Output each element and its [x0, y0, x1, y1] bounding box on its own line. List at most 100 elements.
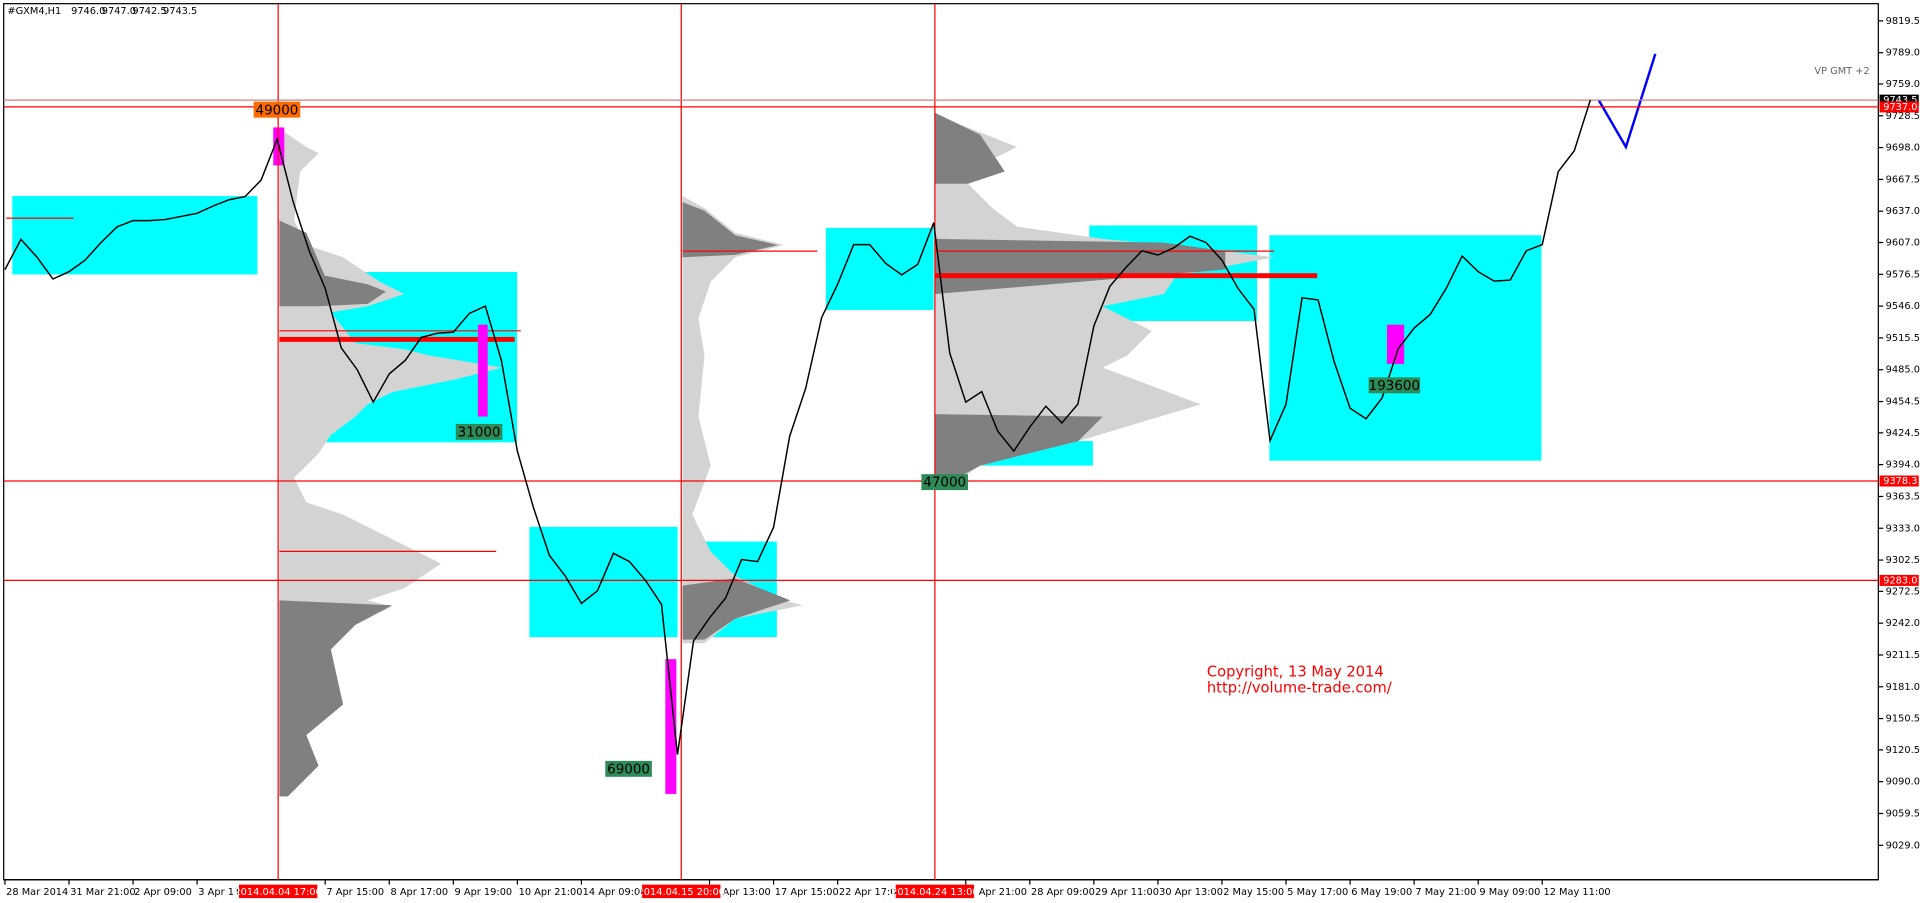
y-tick-label: 9819.5 — [1886, 16, 1920, 27]
x-tick-label: 7 May 21:00 — [1415, 887, 1476, 898]
x-tick-label: 17 Apr 15:00 — [775, 887, 839, 898]
y-tick-label: 9515.5 — [1886, 333, 1920, 344]
y-tick-label: 9181.0 — [1886, 682, 1920, 693]
x-tick-label: 2 Apr 09:00 — [134, 887, 192, 898]
volume-label: 47000 — [923, 475, 966, 491]
y-tick-label: 9150.5 — [1886, 714, 1920, 725]
y-tick-label: 9728.5 — [1886, 111, 1920, 122]
y-tick-label: 9090.0 — [1886, 777, 1920, 788]
volume-label: 31000 — [458, 425, 501, 441]
y-tick-label: 9667.5 — [1886, 174, 1920, 185]
volume-label-bg — [921, 474, 968, 491]
volume-label-bg — [455, 423, 503, 440]
profile-dark — [934, 414, 1103, 491]
x-tick-label: 12 May 11:00 — [1543, 887, 1610, 898]
y-tick-label: 9333.0 — [1886, 523, 1920, 534]
x-tick-label: 3 Apr 11: — [198, 887, 243, 898]
y-tick-label: 9789.0 — [1886, 48, 1920, 59]
level-label-bg — [1879, 101, 1919, 113]
x-tick-label: Apr 21:00 — [979, 887, 1027, 898]
volume-profiles — [279, 112, 1275, 797]
y-tick-label: 9272.5 — [1886, 586, 1920, 597]
climax-bar — [665, 659, 677, 794]
price-line — [4, 99, 1591, 755]
time-marker-bg — [642, 884, 721, 899]
x-tick-label: 14 Apr 09:00 — [583, 887, 647, 898]
profile-dark — [934, 238, 1226, 295]
indicator-label: VP GMT +2 — [1814, 66, 1869, 77]
x-tick-label: 7 Apr 15:00 — [326, 887, 384, 898]
profile — [934, 112, 1275, 491]
profile-dark — [934, 112, 1005, 184]
x-tick-label: Apr 13:00 — [723, 887, 771, 898]
y-tick-label: 9242.0 — [1886, 618, 1920, 629]
y-tick-label: 9576.5 — [1886, 269, 1920, 280]
y-tick-label: 9302.5 — [1886, 555, 1920, 566]
time-marker-label: 2014.04.04 17:00 — [234, 887, 321, 898]
x-tick-label: 30 Apr 13:00 — [1159, 887, 1223, 898]
y-tick-label: 9607.0 — [1886, 238, 1920, 249]
level-label: 9283.0 — [1883, 575, 1917, 586]
y-tick-label: 9637.0 — [1886, 206, 1920, 217]
x-tick-label: 5 May 17:00 — [1287, 887, 1348, 898]
time-marker-bg — [895, 884, 975, 899]
poc — [279, 336, 515, 342]
x-tick-label: 22 Apr 17:00 — [839, 887, 903, 898]
volume-label-bg — [253, 101, 301, 118]
x-tick-label: 29 Apr 11:00 — [1095, 887, 1159, 898]
profile-dark — [279, 600, 393, 797]
time-marker-label: 2014.04.24 13:00 — [891, 887, 978, 898]
volume-label-bg — [1368, 377, 1421, 394]
volume-label: 49000 — [256, 102, 299, 118]
x-tick-label: 31 Mar 21:00 — [70, 887, 135, 898]
x-tick-label: 6 May 19:00 — [1351, 887, 1412, 898]
y-tick-label: 9546.0 — [1886, 301, 1920, 312]
url: http://volume-trade.com/ — [1207, 680, 1392, 697]
level-label-bg — [1879, 475, 1919, 487]
level-label-bg — [1879, 94, 1919, 106]
y-tick-label: 9698.0 — [1886, 143, 1920, 154]
x-tick-label: 10 Apr 21:00 — [519, 887, 583, 898]
x-tick-label: 9 Apr 19:00 — [455, 887, 513, 898]
profile-dark — [682, 202, 779, 258]
x-tick-label: 9 May 09:00 — [1479, 887, 1540, 898]
x-tick-label: 2 May 15:00 — [1223, 887, 1284, 898]
value-area — [825, 227, 934, 310]
y-tick-label: 9394.0 — [1886, 460, 1920, 471]
level-label: 9378.3 — [1883, 476, 1917, 487]
y-tick-label: 9454.5 — [1886, 397, 1920, 408]
profile-dark — [682, 578, 791, 640]
climax-bar — [477, 324, 488, 417]
time-marker-label: 2014.04.15 20:00 — [638, 887, 725, 898]
forecast-arrow — [1597, 53, 1657, 151]
y-tick-label: 9059.5 — [1886, 808, 1920, 819]
climax-bar — [1386, 324, 1405, 364]
poc — [934, 273, 1318, 279]
value-area — [12, 196, 258, 275]
x-tick-label: 28 Mar 2014 — [6, 887, 68, 898]
y-tick-label: 9424.5 — [1886, 428, 1920, 439]
y-tick-label: 9363.5 — [1886, 491, 1920, 502]
x-tick-label: 28 Apr 09:00 — [1031, 887, 1095, 898]
level-label: 9737.0 — [1883, 102, 1917, 113]
copyright: Copyright, 13 May 2014 — [1207, 664, 1384, 681]
quote-value: 9743.5 — [163, 6, 197, 17]
y-tick-label: 9029.0 — [1886, 840, 1920, 851]
volume-label: 193600 — [1369, 378, 1420, 394]
quote-value: 9742.5 — [132, 6, 166, 17]
level-label-bg — [1879, 574, 1919, 586]
y-tick-label: 9485.0 — [1886, 365, 1920, 376]
y-tick-label: 9759.0 — [1886, 79, 1920, 90]
quote-value: 9746.0 — [71, 6, 105, 17]
symbol: #GXM4,H1 — [7, 6, 61, 17]
volume-label: 69000 — [607, 761, 650, 777]
y-tick-label: 9120.5 — [1886, 745, 1920, 756]
y-tick-label: 9211.5 — [1886, 650, 1920, 661]
value-area — [529, 526, 678, 638]
time-marker-bg — [238, 884, 318, 899]
x-tick-label: 8 Apr 17:00 — [390, 887, 448, 898]
quote-value: 9747.0 — [102, 6, 136, 17]
value-area — [1269, 235, 1542, 461]
